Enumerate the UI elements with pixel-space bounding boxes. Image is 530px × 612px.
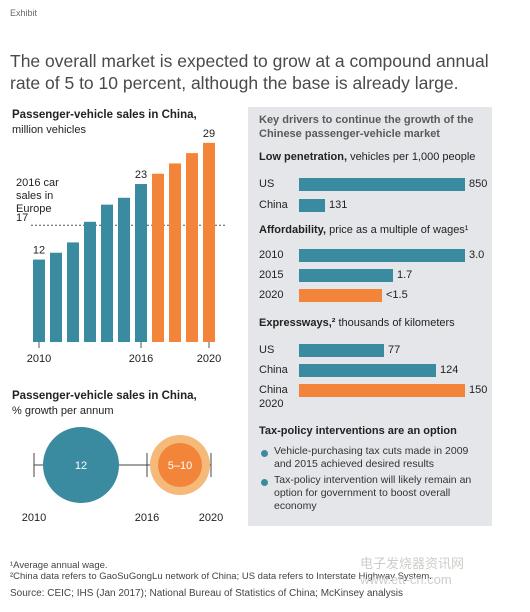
value-expressways-us: 77 — [388, 344, 401, 356]
x-tick-label: 2020 — [199, 512, 223, 524]
row-label-us: US — [259, 344, 275, 356]
bar-2010 — [33, 259, 45, 342]
row-label-china-2020: China 2020 — [259, 383, 288, 411]
bar-affordability-2015 — [299, 269, 393, 282]
chart1-title: Passenger-vehicle sales in China, — [12, 109, 197, 121]
row-label-line: China — [259, 384, 288, 396]
reference-line-label: Europe — [16, 203, 51, 215]
section-affordability-heading: Affordability, price as a multiple of wa… — [259, 224, 468, 236]
row-label-2015: 2015 — [259, 269, 284, 281]
section-heading: Affordability, — [259, 224, 327, 236]
value-penetration-china: 131 — [329, 199, 348, 211]
bar-penetration-china — [299, 199, 325, 212]
bar-2012 — [67, 242, 79, 342]
bar-2011 — [50, 252, 62, 342]
bar-penetration-us — [299, 178, 465, 191]
tax-bullet-2: Tax-policy intervention will likely rema… — [274, 474, 472, 512]
bar-2019 — [186, 153, 198, 342]
chart2-growth-circles: 12 5–10 2010 2016 2020 — [22, 427, 223, 524]
row-label-china: China — [259, 199, 288, 211]
bullet-dot-icon — [261, 479, 268, 486]
footnotes: ¹Average annual wage. ²China data refers… — [10, 560, 432, 582]
value-penetration-us: 850 — [469, 178, 488, 190]
x-tick-label: 2010 — [27, 353, 51, 365]
chart2-subtitle: % growth per annum — [12, 405, 114, 417]
headline: The overall market is expected to grow a… — [10, 51, 489, 93]
value-expressways-china: 124 — [440, 364, 459, 376]
reference-line-label: 2016 car — [16, 177, 59, 189]
section-penetration-heading: Low penetration, vehicles per 1,000 peop… — [259, 151, 475, 163]
bar-2016 — [135, 184, 147, 342]
value-affordability-2020: <1.5 — [386, 289, 408, 301]
data-label-2020: 29 — [203, 128, 215, 140]
growth-label-2010-2016: 12 — [75, 460, 87, 472]
data-label-2010: 12 — [33, 245, 45, 257]
reference-line-value: 17 — [16, 212, 28, 224]
row-label-line: 2020 — [259, 398, 284, 410]
value-affordability-2010: 3.0 — [469, 249, 485, 261]
x-tick-label: 2010 — [22, 512, 46, 524]
x-tick-label: 2020 — [197, 353, 221, 365]
section-heading: Expressways,² — [259, 317, 336, 329]
tax-bullet-1: Vehicle-purchasing tax cuts made in 2009… — [274, 445, 469, 470]
watermark: 电子发烧器资讯网 www.ett-cn.com — [360, 556, 464, 588]
panel-title: Key drivers to continue the growth of th… — [259, 114, 474, 140]
value-expressways-china-2020: 150 — [469, 384, 488, 396]
growth-circle-2016-2020 — [158, 443, 202, 487]
watermark-line1: 电子发烧器资讯网 — [360, 556, 465, 571]
chart1-subtitle: million vehicles — [12, 124, 86, 136]
bar-2017 — [152, 173, 164, 342]
section-expressways-heading: Expressways,² thousands of kilometers — [259, 317, 455, 329]
reference-line-label: sales in — [16, 190, 53, 202]
section-subheading: vehicles per 1,000 people — [350, 151, 476, 163]
x-tick-label: 2016 — [129, 353, 153, 365]
row-label-2010: 2010 — [259, 249, 284, 261]
growth-circle-2010-2016 — [43, 427, 119, 503]
bar-expressways-us — [299, 344, 384, 357]
section-heading: Low penetration, — [259, 151, 347, 163]
footnote-2: ²China data refers to GaoSuGongLu networ… — [10, 571, 432, 582]
bar-2020 — [203, 142, 215, 342]
data-label-2016: 23 — [135, 169, 147, 181]
row-label-2020: 2020 — [259, 289, 284, 301]
value-affordability-2015: 1.7 — [397, 269, 413, 281]
section-subheading: thousands of kilometers — [338, 317, 455, 329]
tax-section-heading: Tax-policy interventions are an option — [259, 425, 457, 437]
bullet-dot-icon — [261, 450, 268, 457]
exhibit-label: Exhibit — [10, 8, 38, 18]
bar-expressways-china — [299, 364, 436, 377]
chart2-title: Passenger-vehicle sales in China, — [12, 390, 197, 402]
row-label-us: US — [259, 178, 275, 190]
bar-2014 — [101, 204, 113, 342]
bar-2015 — [118, 197, 130, 342]
footnote-1: ¹Average annual wage. — [10, 560, 108, 571]
growth-label-2016-2020: 5–10 — [168, 460, 192, 472]
bar-2013 — [84, 221, 96, 342]
bar-expressways-china-2020 — [299, 384, 465, 397]
section-subheading: price as a multiple of wages¹ — [329, 224, 469, 236]
bar-affordability-2010 — [299, 249, 465, 262]
source-note: Source: CEIC; IHS (Jan 2017); National B… — [10, 588, 403, 599]
key-drivers-panel: Key drivers to continue the growth of th… — [248, 107, 492, 526]
row-label-china: China — [259, 364, 288, 376]
x-tick-label: 2016 — [135, 512, 159, 524]
bar-affordability-2020 — [299, 289, 382, 302]
watermark-line2: www.ett-cn.com — [360, 572, 452, 587]
bar-2018 — [169, 163, 181, 342]
